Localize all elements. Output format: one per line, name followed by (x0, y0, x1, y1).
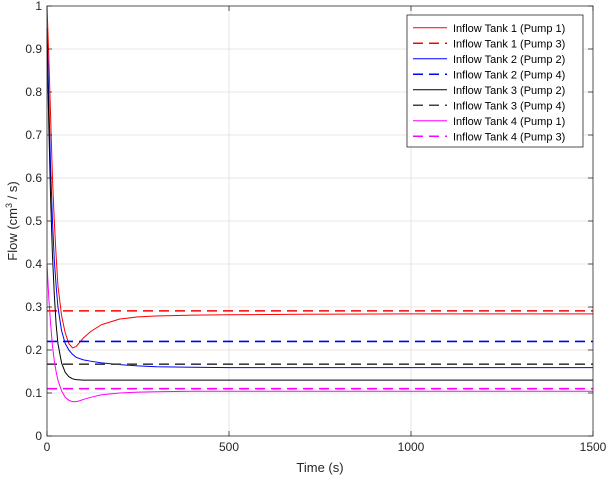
series-line (46, 5, 593, 349)
legend-entry: Inflow Tank 4 (Pump 3) (453, 131, 565, 143)
ticks: 0 500 1000 1500 0 0.1 0.2 0.3 0.4 0.5 0.6 0.7 0.8 0.9… (25, 0, 606, 454)
x-tick-label: 0 (44, 440, 51, 454)
x-axis-label: Time (s) (296, 460, 343, 475)
y-tick-label: 1 (35, 0, 42, 13)
y-tick-label: 0 (35, 429, 42, 443)
legend-entry: Inflow Tank 1 (Pump 3) (453, 38, 565, 50)
series-line (46, 36, 593, 381)
x-tick-label: 1000 (398, 440, 425, 454)
y-tick-label: 0.9 (25, 42, 42, 56)
y-tick-label: 0.8 (25, 85, 42, 99)
x-tick-label: 500 (219, 440, 239, 454)
series-line (46, 27, 593, 369)
legend-entry: Inflow Tank 3 (Pump 4) (453, 100, 565, 112)
legend-entry: Inflow Tank 4 (Pump 1) (453, 116, 565, 128)
y-tick-label: 0.4 (25, 257, 42, 271)
y-axis-label-prefix: Flow (cm (5, 208, 20, 261)
series-line (46, 263, 593, 403)
y-tick-label: 0.6 (25, 171, 42, 185)
y-axis-label-suffix: / s) (5, 181, 20, 203)
y-tick-label: 0.2 (25, 343, 42, 357)
y-axis-label-superscript: 3 (4, 203, 14, 208)
y-axis-label: Flow (cm3 / s) (4, 181, 20, 260)
y-tick-label: 0.1 (25, 386, 42, 400)
legend-entry: Inflow Tank 2 (Pump 4) (453, 69, 565, 81)
legend: Inflow Tank 1 (Pump 1) Inflow Tank 1 (Pum… (406, 14, 584, 148)
y-tick-label: 0.3 (25, 300, 42, 314)
grid (47, 6, 593, 436)
y-tick-label: 0.5 (25, 214, 42, 228)
x-tick-label: 1500 (580, 440, 607, 454)
y-tick-label: 0.7 (25, 128, 42, 142)
legend-entry: Inflow Tank 3 (Pump 2) (453, 85, 565, 97)
legend-entry: Inflow Tank 2 (Pump 2) (453, 54, 565, 66)
series-group (46, 5, 593, 403)
legend-entry: Inflow Tank 1 (Pump 1) (453, 23, 565, 35)
legend-box (406, 14, 584, 148)
